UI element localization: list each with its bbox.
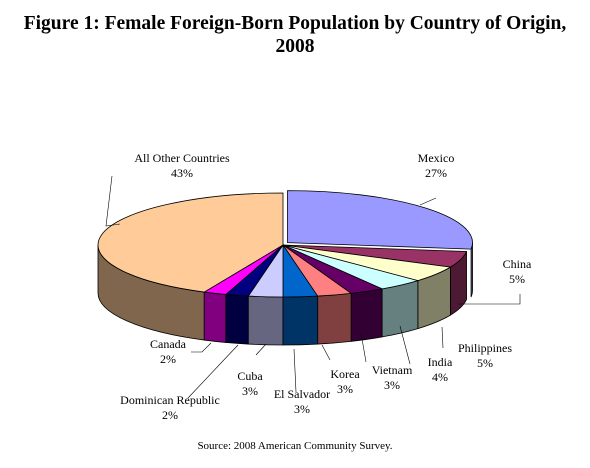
slice-side-dominican-republic [225, 294, 249, 345]
slice-label-name: All Other Countries [134, 151, 230, 165]
slice-label-cuba: Cuba 3% [237, 369, 263, 398]
slice-side-canada [203, 291, 227, 343]
source-note: Source: 2008 American Community Survey. [197, 440, 393, 452]
leader-line-cuba [255, 343, 267, 356]
slice-labels: Mexico 27%China 5%Philippines 5%India 4%Viet… [120, 151, 532, 422]
leader-line-all-other-countries [105, 175, 121, 227]
slice-side-cuba [247, 295, 284, 346]
leader-line-philippines [441, 326, 444, 349]
slice-all-other-countries [97, 192, 284, 293]
leader-line-el-salvador [293, 348, 297, 393]
slice-label-name: Korea [330, 367, 360, 381]
slice-mexico [287, 190, 473, 250]
slice-side-vietnam [350, 288, 383, 342]
leader-line-dominican-republic [187, 344, 239, 399]
slice-label-all-other-countries: All Other Countries 43% [134, 151, 230, 180]
leader-line-china [458, 294, 521, 305]
slice-label-value: 27% [425, 166, 447, 180]
chart-title-line2: 2008 [275, 36, 315, 57]
chart-title-line1: Figure 1: Female Foreign-Born Population… [23, 13, 567, 34]
slice-label-el-salvador: El Salvador 3% [274, 387, 330, 416]
leader-line-vietnam [360, 332, 367, 363]
slice-label-name: Cuba [237, 369, 263, 383]
leader-lines [105, 175, 521, 399]
slice-label-mexico: Mexico 27% [418, 151, 455, 180]
slice-label-name: Dominican Republic [120, 393, 220, 407]
slice-side-india [381, 280, 419, 338]
slice-label-vietnam: Vietnam 3% [372, 363, 413, 392]
leader-line-india [399, 325, 411, 365]
slice-side-el-salvador [282, 295, 319, 346]
leader-line-korea [321, 344, 331, 361]
slice-label-name: Canada [150, 337, 187, 351]
slice-label-philippines: Philippines 5% [458, 341, 512, 370]
slice-label-value: 5% [509, 272, 525, 286]
slice-label-value: 2% [162, 408, 178, 422]
slice-label-value: 3% [242, 384, 258, 398]
slice-label-name: Philippines [458, 341, 512, 355]
slice-label-name: Vietnam [372, 363, 413, 377]
slice-label-name: China [503, 257, 532, 271]
slice-label-india: India 4% [428, 355, 453, 384]
slice-label-value: 3% [384, 378, 400, 392]
pie-tops [97, 190, 473, 298]
slice-side-korea [317, 292, 352, 345]
slice-label-value: 3% [337, 382, 353, 396]
slice-label-value: 3% [294, 402, 310, 416]
slice-label-name: El Salvador [274, 387, 330, 401]
slice-label-dominican-republic: Dominican Republic 2% [120, 393, 220, 422]
slice-label-canada: Canada 2% [150, 337, 187, 366]
slice-label-name: India [428, 355, 453, 369]
chart-title: Figure 1: Female Foreign-Born Population… [0, 12, 590, 58]
slice-label-value: 5% [477, 356, 493, 370]
slice-side-mexico [470, 242, 473, 298]
slice-label-value: 4% [432, 370, 448, 384]
slice-label-korea: Korea 3% [330, 367, 360, 396]
slice-label-value: 2% [160, 352, 176, 366]
leader-line-canada [191, 342, 212, 353]
leader-line-mexico [419, 197, 437, 206]
slice-label-china: China 5% [503, 257, 532, 286]
slice-label-value: 43% [171, 166, 193, 180]
slice-label-name: Mexico [418, 151, 455, 165]
